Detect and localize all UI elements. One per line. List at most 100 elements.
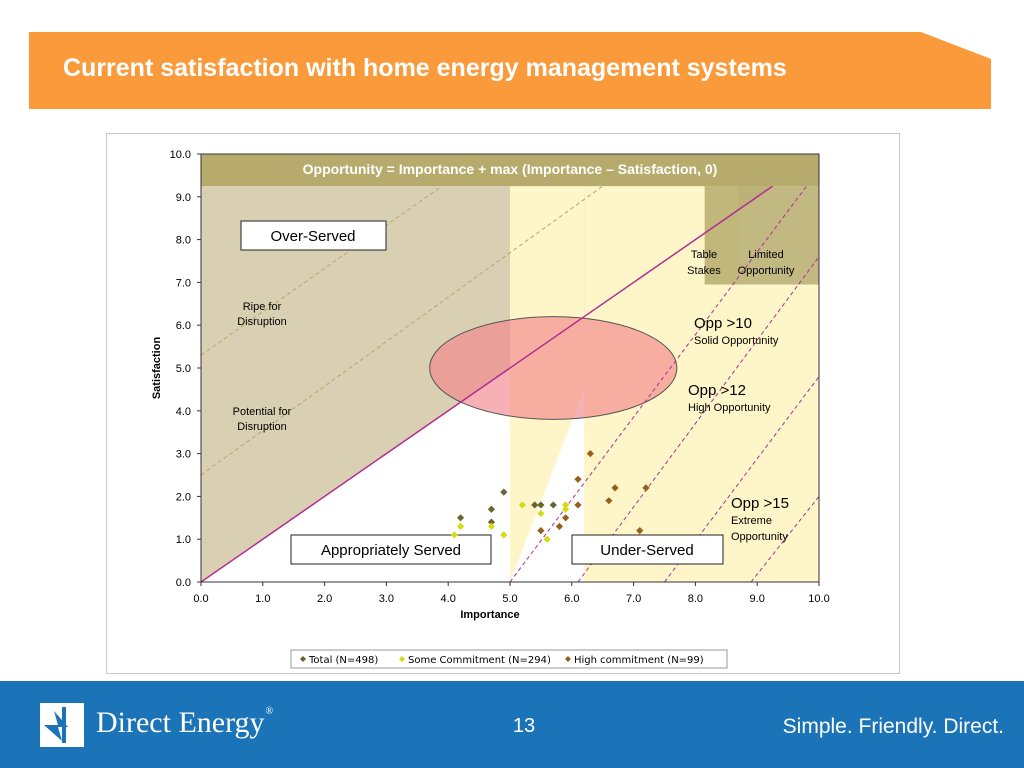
chart-frame: Opportunity = Importance + max (Importan… <box>106 133 900 674</box>
series-3-point-8 <box>611 484 619 492</box>
formula-band <box>201 154 819 187</box>
under-served-box <box>571 534 724 565</box>
opp12-title: Opp >12 <box>688 382 746 399</box>
series-1-point-4 <box>500 488 508 496</box>
opp10-subtitle: Solid Opportunity <box>694 335 779 347</box>
title-bar-shape <box>29 32 991 109</box>
opp12-subtitle: High Opportunity <box>688 402 771 414</box>
x-tick-label: 4.0 <box>441 593 456 605</box>
ripe-label-line2: Disruption <box>237 316 287 328</box>
series-2-point-8 <box>562 505 570 513</box>
series-2-point-5 <box>518 501 526 509</box>
potential-label-line2: Disruption <box>237 421 287 433</box>
footer-bar: Direct Energy® 13 Simple. Friendly. Dire… <box>0 681 1024 768</box>
legend-entry-3: High commitment (N=99) <box>574 655 704 666</box>
series-3-point-6 <box>586 450 594 458</box>
over-served-box <box>240 220 387 251</box>
y-tick-label: 0.0 <box>176 577 191 589</box>
legend-box <box>290 649 728 669</box>
x-axis-label: Importance <box>460 609 519 621</box>
series-2-point-1 <box>450 531 458 539</box>
x-tick-label: 0.0 <box>193 593 208 605</box>
series-1-point-3 <box>487 518 496 526</box>
tagline: Simple. Friendly. Direct. <box>782 715 1004 738</box>
table-stakes-line2: Stakes <box>687 265 721 277</box>
appropriately-served-label: Appropriately Served <box>321 542 461 559</box>
legend-marker-3 <box>565 656 571 662</box>
y-tick-label: 4.0 <box>176 406 191 418</box>
disruption-line-1 <box>200 185 603 476</box>
focus-ellipse <box>429 316 678 420</box>
series-2-point-7 <box>543 535 551 543</box>
limited-line2: Opportunity <box>738 265 795 277</box>
formula-text: Opportunity = Importance + max (Importan… <box>303 161 718 177</box>
legend-entry-2: Some Commitment (N=294) <box>408 655 551 666</box>
logo-trademark: ® <box>265 706 274 717</box>
y-tick-label: 9.0 <box>176 192 191 204</box>
y-axis-label: Satisfaction <box>151 337 163 400</box>
under-served-label: Under-Served <box>600 542 693 559</box>
limited-line1: Limited <box>748 249 783 261</box>
legend-entry-1: Total (N=498) <box>308 655 378 666</box>
y-tick-label: 2.0 <box>176 491 191 503</box>
x-tick-label: 10.0 <box>808 593 829 605</box>
y-tick-label: 3.0 <box>176 449 191 461</box>
page-title: Current satisfaction with home energy ma… <box>63 54 787 82</box>
x-tick-label: 5.0 <box>502 593 517 605</box>
direct-energy-logo-text: Direct Energy® <box>96 706 273 740</box>
under-served-zone <box>584 186 819 582</box>
ripe-label-line1: Ripe for <box>243 301 282 313</box>
series-1-point-7 <box>549 501 557 509</box>
series-3-point-2 <box>555 522 564 530</box>
logo-wordmark: Direct Energy <box>96 706 265 739</box>
x-tick-label: 2.0 <box>317 593 332 605</box>
x-tick-label: 7.0 <box>626 593 641 605</box>
series-3-point-1 <box>537 527 545 535</box>
series-1-point-1 <box>456 514 465 522</box>
legend-marker-1 <box>300 656 306 662</box>
potential-label-line1: Potential for <box>233 406 292 418</box>
series-3-point-5 <box>574 475 582 483</box>
over-served-label: Over-Served <box>270 228 355 245</box>
importance-satisfaction-diagonal <box>200 185 774 583</box>
series-3-point-7 <box>605 497 613 505</box>
series-3-point-10 <box>642 484 650 492</box>
opp15-subtitle-line2: Opportunity <box>731 531 788 543</box>
table-stakes-line1: Table <box>691 249 717 261</box>
page-number: 13 <box>512 715 536 737</box>
series-1-point-6 <box>537 501 545 509</box>
x-tick-label: 1.0 <box>255 593 270 605</box>
series-3-point-3 <box>562 514 570 522</box>
y-tick-label: 1.0 <box>176 534 191 546</box>
x-tick-label: 9.0 <box>750 593 765 605</box>
y-tick-label: 8.0 <box>176 235 191 247</box>
x-tick-label: 3.0 <box>379 593 394 605</box>
y-tick-label: 5.0 <box>176 363 191 375</box>
y-tick-label: 10.0 <box>170 149 191 161</box>
opp15-subtitle-line1: Extreme <box>731 515 772 527</box>
series-2-point-4 <box>500 531 508 539</box>
opportunity-line-1 <box>509 185 808 582</box>
series-2-point-3 <box>487 522 496 530</box>
series-1-point-2 <box>487 505 496 513</box>
appropriately-served-box <box>290 534 492 565</box>
series-3-point-4 <box>574 501 582 509</box>
legend-marker-2 <box>399 656 405 662</box>
series-2-point-9 <box>562 501 570 509</box>
opportunity-scatter-chart: Opportunity = Importance + max (Importan… <box>151 149 830 669</box>
table-stakes-zone <box>704 186 819 285</box>
series-2-point-2 <box>456 522 465 530</box>
disruption-line-2 <box>200 185 443 356</box>
title-bar: Current satisfaction with home energy ma… <box>29 32 991 109</box>
x-tick-label: 8.0 <box>688 593 703 605</box>
opp15-title: Opp >15 <box>731 495 789 512</box>
series-3-point-9 <box>636 527 644 535</box>
series-1-point-5 <box>531 501 539 509</box>
series-2-point-6 <box>537 509 545 518</box>
direct-energy-logo-icon <box>40 703 84 747</box>
x-tick-label: 6.0 <box>564 593 579 605</box>
opportunity-line-2 <box>577 256 819 582</box>
y-tick-label: 6.0 <box>176 320 191 332</box>
opp10-title: Opp >10 <box>694 315 752 332</box>
y-tick-label: 7.0 <box>176 277 191 289</box>
